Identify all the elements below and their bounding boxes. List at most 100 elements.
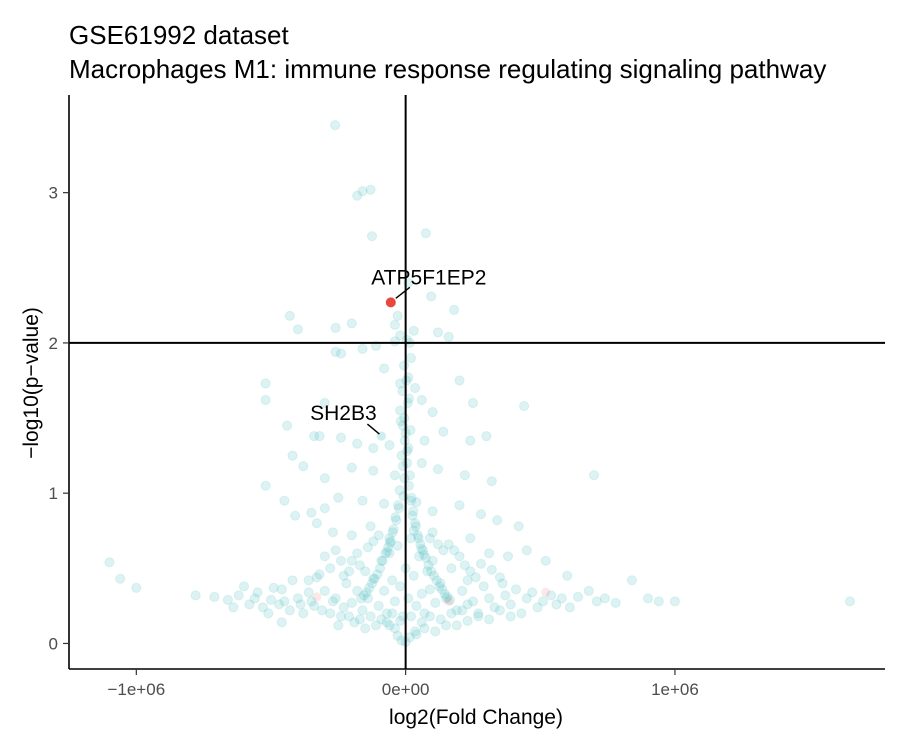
data-point <box>346 597 357 609</box>
data-point <box>505 599 516 610</box>
data-point <box>357 495 368 506</box>
data-point <box>352 548 363 559</box>
data-point <box>478 581 489 592</box>
data-point <box>276 584 287 595</box>
data-point <box>451 605 462 616</box>
data-point <box>416 458 427 469</box>
data-point <box>392 540 403 551</box>
data-point <box>492 515 503 526</box>
data-point <box>249 593 260 604</box>
data-point <box>626 575 638 586</box>
data-point <box>263 608 274 619</box>
data-point <box>465 533 476 544</box>
data-point <box>459 560 470 571</box>
data-point <box>467 596 479 607</box>
data-point <box>352 190 363 201</box>
highlight-point-atp5f1ep2 <box>385 297 396 308</box>
data-point <box>257 602 268 613</box>
data-point <box>484 593 495 604</box>
data-point <box>390 512 401 523</box>
data-point <box>414 551 425 562</box>
data-point <box>521 545 532 556</box>
data-point <box>370 620 382 631</box>
data-point <box>653 596 664 607</box>
data-point <box>420 552 431 563</box>
data-point <box>276 617 287 628</box>
data-point <box>405 611 417 622</box>
data-point <box>513 521 524 532</box>
data-point <box>435 578 446 589</box>
data-point <box>393 503 404 514</box>
data-point <box>410 626 421 637</box>
data-point <box>330 322 341 333</box>
data-point <box>309 600 320 612</box>
data-point <box>341 578 352 589</box>
data-point <box>454 551 465 562</box>
data-point <box>379 498 390 509</box>
data-point <box>364 582 375 594</box>
data-point <box>599 593 611 604</box>
data-point <box>284 605 295 616</box>
data-point <box>413 533 424 544</box>
data-point <box>416 543 427 554</box>
data-point <box>381 617 392 628</box>
data-point <box>556 593 567 604</box>
data-point <box>404 470 415 481</box>
data-point <box>233 590 244 601</box>
data-point <box>344 566 355 577</box>
data-point <box>319 503 330 514</box>
data-point <box>369 573 380 584</box>
data-point <box>551 599 562 610</box>
data-point <box>393 500 404 511</box>
data-point <box>387 575 398 586</box>
data-point <box>190 590 201 601</box>
data-point <box>260 378 271 389</box>
data-point <box>583 585 594 597</box>
data-point <box>391 515 402 526</box>
data-point <box>430 597 441 609</box>
data-point <box>346 530 357 541</box>
x-axis-title: log2(Fold Change) <box>389 706 563 729</box>
data-point <box>389 596 400 607</box>
data-point <box>349 617 360 628</box>
data-point <box>426 566 437 577</box>
data-point <box>410 518 421 529</box>
data-point <box>384 620 395 631</box>
data-point <box>416 617 427 628</box>
data-point <box>418 545 429 556</box>
data-point <box>540 555 551 566</box>
data-point <box>439 588 450 600</box>
data-point <box>319 473 330 484</box>
data-point <box>462 615 473 627</box>
data-point <box>279 596 290 607</box>
data-point <box>327 596 338 607</box>
data-point <box>572 591 584 603</box>
data-point <box>319 397 330 409</box>
data-point <box>292 593 303 604</box>
chart-subtitle: Macrophages M1: immune response regulati… <box>69 54 826 84</box>
data-point <box>465 566 476 577</box>
data-point <box>392 630 403 642</box>
data-point <box>358 590 369 601</box>
data-point <box>260 480 271 491</box>
data-point <box>368 573 379 584</box>
data-point <box>434 581 445 592</box>
data-point <box>408 570 419 581</box>
data-point <box>389 319 400 330</box>
data-point <box>431 575 442 586</box>
data-point <box>519 400 530 412</box>
data-point <box>465 435 476 446</box>
data-point <box>446 563 457 574</box>
points-layer <box>104 120 856 648</box>
data-point <box>335 555 347 566</box>
data-point <box>475 509 487 520</box>
data-point <box>449 545 460 556</box>
data-point <box>376 555 387 566</box>
data-point <box>384 533 395 544</box>
data-point <box>389 336 400 347</box>
data-point <box>419 608 430 619</box>
data-point <box>376 614 387 625</box>
data-point <box>319 551 330 562</box>
data-point <box>432 464 444 475</box>
data-point <box>346 462 357 473</box>
